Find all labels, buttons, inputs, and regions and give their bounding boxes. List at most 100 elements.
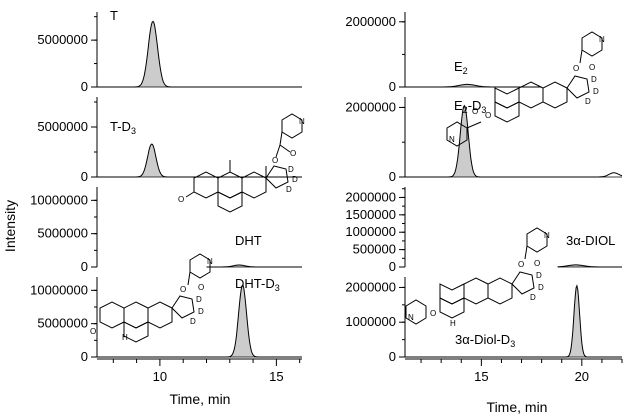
panel-label: T: [110, 8, 118, 23]
deuterium-label: D: [198, 307, 204, 316]
y-tick-label: 2000000: [345, 99, 396, 114]
y-tick-label: 500000: [353, 242, 396, 257]
y-tick-label: 0: [389, 169, 396, 184]
a-ring: [193, 171, 219, 199]
pyridine-ring-2: [405, 299, 427, 325]
oxygen-atom: O: [472, 107, 478, 116]
ester-bond: [579, 49, 583, 64]
y-tick-label: 0: [81, 169, 88, 184]
b-ring: [463, 277, 489, 305]
peak-fill: [134, 21, 172, 87]
structure-t-d3: N O O D D D O: [178, 113, 305, 213]
oxygen-atom: O: [518, 260, 524, 269]
oxygen-atom: O: [178, 195, 184, 204]
c-ring: [542, 81, 568, 109]
peak-fill: [543, 264, 608, 267]
chromatogram-trace: [97, 20, 302, 88]
deuterium-label: D: [585, 97, 591, 106]
nitrogen-atom: N: [544, 231, 550, 240]
nitrogen-atom: N: [299, 117, 305, 126]
panel-t-d3: 5000000 0 T-D3: [37, 97, 302, 184]
c-ring: [487, 277, 513, 305]
ketone-bond: [185, 191, 195, 198]
x-tick-label: 15: [269, 369, 283, 384]
chromatogram-trace: [405, 104, 623, 178]
structure-3a-diol-d3: N O O D D D O H N: [405, 227, 550, 328]
structure-e2-d3: N O O D D D O N O: [446, 31, 605, 147]
x-axis-title-left: Time, min: [170, 391, 231, 407]
y-axis-title: Intensity: [2, 200, 18, 252]
peak-fill: [435, 84, 500, 87]
y-tick-label: 2000000: [345, 279, 396, 294]
ester-bond: [524, 245, 528, 260]
y-tick-label: 0: [389, 259, 396, 274]
x-tick-label: 20: [575, 369, 589, 384]
oxygen-atom: O: [198, 283, 204, 292]
structure-dht-d3: N O O D D D O H: [90, 253, 213, 343]
x-tick-label: 10: [153, 369, 167, 384]
nitrogen-atom: N: [207, 257, 213, 266]
d-ring: [511, 271, 535, 295]
d-ring: [265, 165, 289, 189]
deuterium-label: D: [288, 165, 294, 174]
oxygen-atom: O: [534, 259, 540, 268]
nitrogen-atom: N: [599, 35, 605, 44]
y-tick-label: 0: [81, 79, 88, 94]
panel-label: DHT-D3: [235, 276, 280, 293]
y-tick-label: 1000000: [345, 224, 396, 239]
ester-bond: [279, 131, 283, 146]
hydrogen-atom: H: [122, 333, 128, 342]
oxygen-atom: O: [485, 111, 491, 120]
panel-e2: 2000000 0 E2: [345, 12, 542, 94]
b-ring: [217, 191, 243, 213]
y-tick-label: 0: [81, 259, 88, 274]
y-tick-label: 0: [81, 349, 88, 364]
y-tick-label: 1500000: [345, 207, 396, 222]
x-tick-label: 15: [474, 369, 488, 384]
deuterium-label: D: [196, 295, 202, 304]
panel-3a-diol-d3: 2000000 1000000 0 3α-Diol-D3 15 20: [345, 277, 623, 384]
y-tick-label: 2000000: [345, 14, 396, 29]
x-axis-title-right: Time, min: [487, 399, 548, 415]
b-ring-lower: [123, 321, 149, 343]
panel-label: T-D3: [110, 119, 136, 136]
a-ring-upper: [439, 283, 465, 305]
nitrogen-atom: N: [408, 313, 414, 322]
deuterium-label: D: [292, 175, 298, 184]
a-ring: [99, 301, 125, 329]
d-ring: [171, 295, 195, 319]
c-ring: [241, 171, 267, 199]
y-tick-label: 0: [389, 79, 396, 94]
hydrogen-atom: H: [450, 319, 456, 328]
peak-fill: [135, 144, 169, 177]
y-tick-label: 5000000: [37, 119, 88, 134]
y-tick-label: 5000000: [37, 226, 88, 241]
deuterium-label: D: [190, 317, 196, 326]
c-ring: [147, 301, 173, 329]
peak-fill: [565, 285, 588, 357]
y-tick-label: 5000000: [37, 316, 88, 331]
y-tick-label: 5000000: [37, 32, 88, 47]
nitrogen-atom: N: [449, 135, 455, 144]
oxygen-atom: O: [573, 64, 579, 73]
panel-label: 3α-DIOL: [566, 233, 615, 248]
deuterium-label: D: [593, 87, 599, 96]
aromatic-ring: [494, 87, 520, 109]
oxygen-atom: O: [589, 63, 595, 72]
d-ring: [566, 75, 590, 99]
panel-t: 5000000 0 T: [37, 8, 302, 94]
oxygen-atom: O: [180, 285, 186, 294]
panel-3a-diol: 2000000 1500000 1000000 500000 0 3α-DIOL: [345, 187, 622, 274]
panel-label: E2: [454, 59, 468, 76]
a-ring: [439, 297, 465, 319]
y-tick-label: 10000000: [30, 282, 88, 297]
pyridine-ring-2: [446, 121, 468, 147]
y-tick-label: 10000000: [30, 192, 88, 207]
panel-e2-d3: 2000000 0 E2-D3: [345, 97, 623, 184]
ester-bond: [187, 271, 191, 286]
oxygen-atom: O: [272, 156, 278, 165]
deuterium-label: D: [530, 293, 536, 302]
b-ring-upper: [217, 171, 243, 199]
deuterium-label: D: [538, 283, 544, 292]
